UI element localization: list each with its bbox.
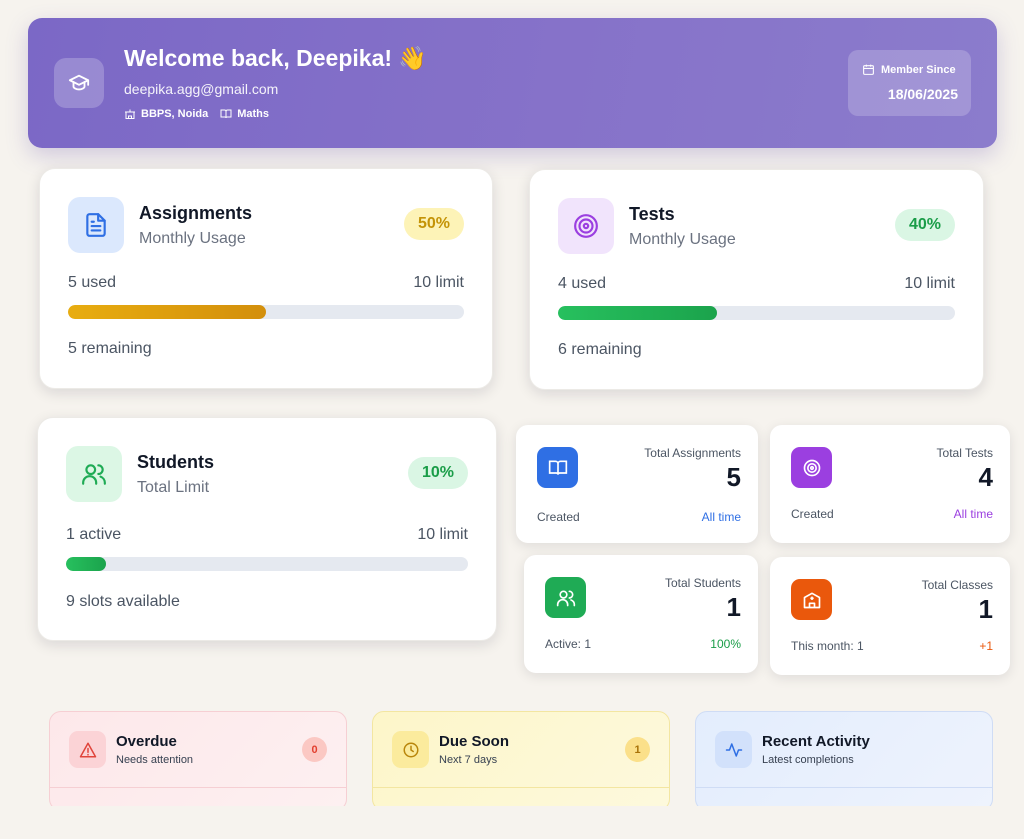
students-title: Students xyxy=(137,452,215,472)
assignments-counts: 5 used 10 limit xyxy=(68,274,464,292)
book-open-icon xyxy=(537,447,578,488)
assignments-limit: 10 limit xyxy=(413,274,464,291)
total-assignments-card[interactable]: Total Assignments 5 Created All time xyxy=(516,425,758,543)
member-since-value: 18/06/2025 xyxy=(887,86,958,102)
tests-remaining: 6 remaining xyxy=(558,341,642,358)
total-classes-foot-left: This month: 1 xyxy=(791,639,864,653)
school-building-icon xyxy=(791,579,832,620)
overdue-subtitle: Needs attention xyxy=(116,754,194,766)
students-counts: 1 active 10 limit xyxy=(66,526,468,544)
total-students-value: 1 xyxy=(726,592,741,622)
total-classes-label: Total Classes xyxy=(921,578,993,592)
assignments-title: Assignments xyxy=(139,203,253,223)
total-assignments-footer: Created All time xyxy=(537,510,741,524)
calendar-icon xyxy=(863,64,874,75)
subject-info: Maths xyxy=(220,108,269,120)
page-bottom xyxy=(0,806,1024,839)
overdue-title: Overdue xyxy=(116,733,177,750)
total-classes-value: 1 xyxy=(978,594,993,624)
overdue-count-badge: 0 xyxy=(302,737,327,762)
tests-counts: 4 used 10 limit xyxy=(558,275,955,293)
students-remaining: 9 slots available xyxy=(66,593,180,610)
school-name: BBPS, Noida xyxy=(141,108,209,120)
total-tests-foot-right: All time xyxy=(953,507,993,521)
tests-subtitle: Monthly Usage xyxy=(629,231,736,248)
tests-limit: 10 limit xyxy=(904,275,955,292)
users-icon xyxy=(545,577,586,618)
member-since-box: Member Since 18/06/2025 xyxy=(848,50,971,116)
graduation-cap-icon xyxy=(54,58,104,108)
tests-progress-track xyxy=(558,306,955,320)
assignments-progress-track xyxy=(68,305,464,319)
students-usage-card: Students Total Limit 10% 1 active 10 lim… xyxy=(37,417,497,641)
total-tests-label: Total Tests xyxy=(936,446,993,460)
total-students-card[interactable]: Total Students 1 Active: 1 100% xyxy=(524,555,758,673)
total-tests-value: 4 xyxy=(978,462,993,492)
total-students-foot-right: 100% xyxy=(710,637,741,651)
due-soon-divider xyxy=(373,787,669,788)
total-classes-footer: This month: 1 +1 xyxy=(791,639,993,653)
total-assignments-label: Total Assignments xyxy=(644,446,741,460)
total-assignments-value: 5 xyxy=(726,462,741,492)
total-students-label: Total Students xyxy=(664,576,741,590)
member-since-label: Member Since xyxy=(881,63,956,76)
total-tests-footer: Created All time xyxy=(791,507,993,521)
tests-title: Tests xyxy=(629,204,675,224)
total-assignments-foot-right: All time xyxy=(701,510,741,524)
book-open-icon xyxy=(220,109,232,119)
member-since-label-row: Member Since xyxy=(862,63,956,76)
target-icon xyxy=(791,447,832,488)
assignments-progress-fill xyxy=(68,305,266,319)
clock-icon xyxy=(392,731,429,768)
total-classes-card[interactable]: Total Classes 1 This month: 1 +1 xyxy=(770,557,1010,675)
user-meta: BBPS, Noida Maths xyxy=(124,108,269,120)
alert-triangle-icon xyxy=(69,731,106,768)
activity-icon xyxy=(715,731,752,768)
tests-percent-badge: 40% xyxy=(894,209,955,241)
target-icon xyxy=(558,198,614,254)
assignments-usage-card: Assignments Monthly Usage 50% 5 used 10 … xyxy=(39,168,493,389)
recent-activity-divider xyxy=(696,787,992,788)
due-soon-title: Due Soon xyxy=(439,733,509,750)
recent-activity-title: Recent Activity xyxy=(762,733,870,750)
tests-usage-card: Tests Monthly Usage 40% 4 used 10 limit … xyxy=(529,169,984,390)
students-percent-badge: 10% xyxy=(407,457,468,489)
user-email: deepika.agg@gmail.com xyxy=(124,81,279,97)
welcome-title: Welcome back, Deepika! 👋 xyxy=(124,45,428,71)
document-icon xyxy=(68,197,124,253)
total-students-footer: Active: 1 100% xyxy=(545,637,741,651)
assignments-percent-badge: 50% xyxy=(403,208,464,240)
school-icon xyxy=(125,109,135,119)
assignments-used: 5 used xyxy=(68,274,117,291)
welcome-banner: Welcome back, Deepika! 👋 deepika.agg@gma… xyxy=(28,18,997,148)
due-soon-panel[interactable]: Due Soon Next 7 days 1 xyxy=(372,711,670,811)
total-tests-card[interactable]: Total Tests 4 Created All time xyxy=(770,425,1010,543)
overdue-panel[interactable]: Overdue Needs attention 0 xyxy=(49,711,347,811)
users-icon xyxy=(66,446,122,502)
recent-activity-subtitle: Latest completions xyxy=(762,754,854,766)
school-info: BBPS, Noida xyxy=(124,108,208,120)
overdue-divider xyxy=(50,787,346,788)
assignments-remaining: 5 remaining xyxy=(68,340,152,357)
due-soon-subtitle: Next 7 days xyxy=(439,754,498,766)
recent-activity-panel[interactable]: Recent Activity Latest completions xyxy=(695,711,993,811)
total-students-foot-left: Active: 1 xyxy=(545,637,592,651)
due-soon-count-badge: 1 xyxy=(625,737,650,762)
students-progress-track xyxy=(66,557,468,571)
students-progress-fill xyxy=(66,557,107,571)
tests-progress-fill xyxy=(558,306,717,320)
students-limit: 10 limit xyxy=(417,526,468,543)
total-tests-foot-left: Created xyxy=(791,507,834,521)
subject-name: Maths xyxy=(237,108,270,120)
total-assignments-foot-left: Created xyxy=(537,510,580,524)
students-subtitle: Total Limit xyxy=(137,479,210,496)
assignments-subtitle: Monthly Usage xyxy=(139,230,246,247)
tests-used: 4 used xyxy=(558,275,607,292)
students-active: 1 active xyxy=(66,526,122,543)
total-classes-foot-right: +1 xyxy=(979,639,993,653)
